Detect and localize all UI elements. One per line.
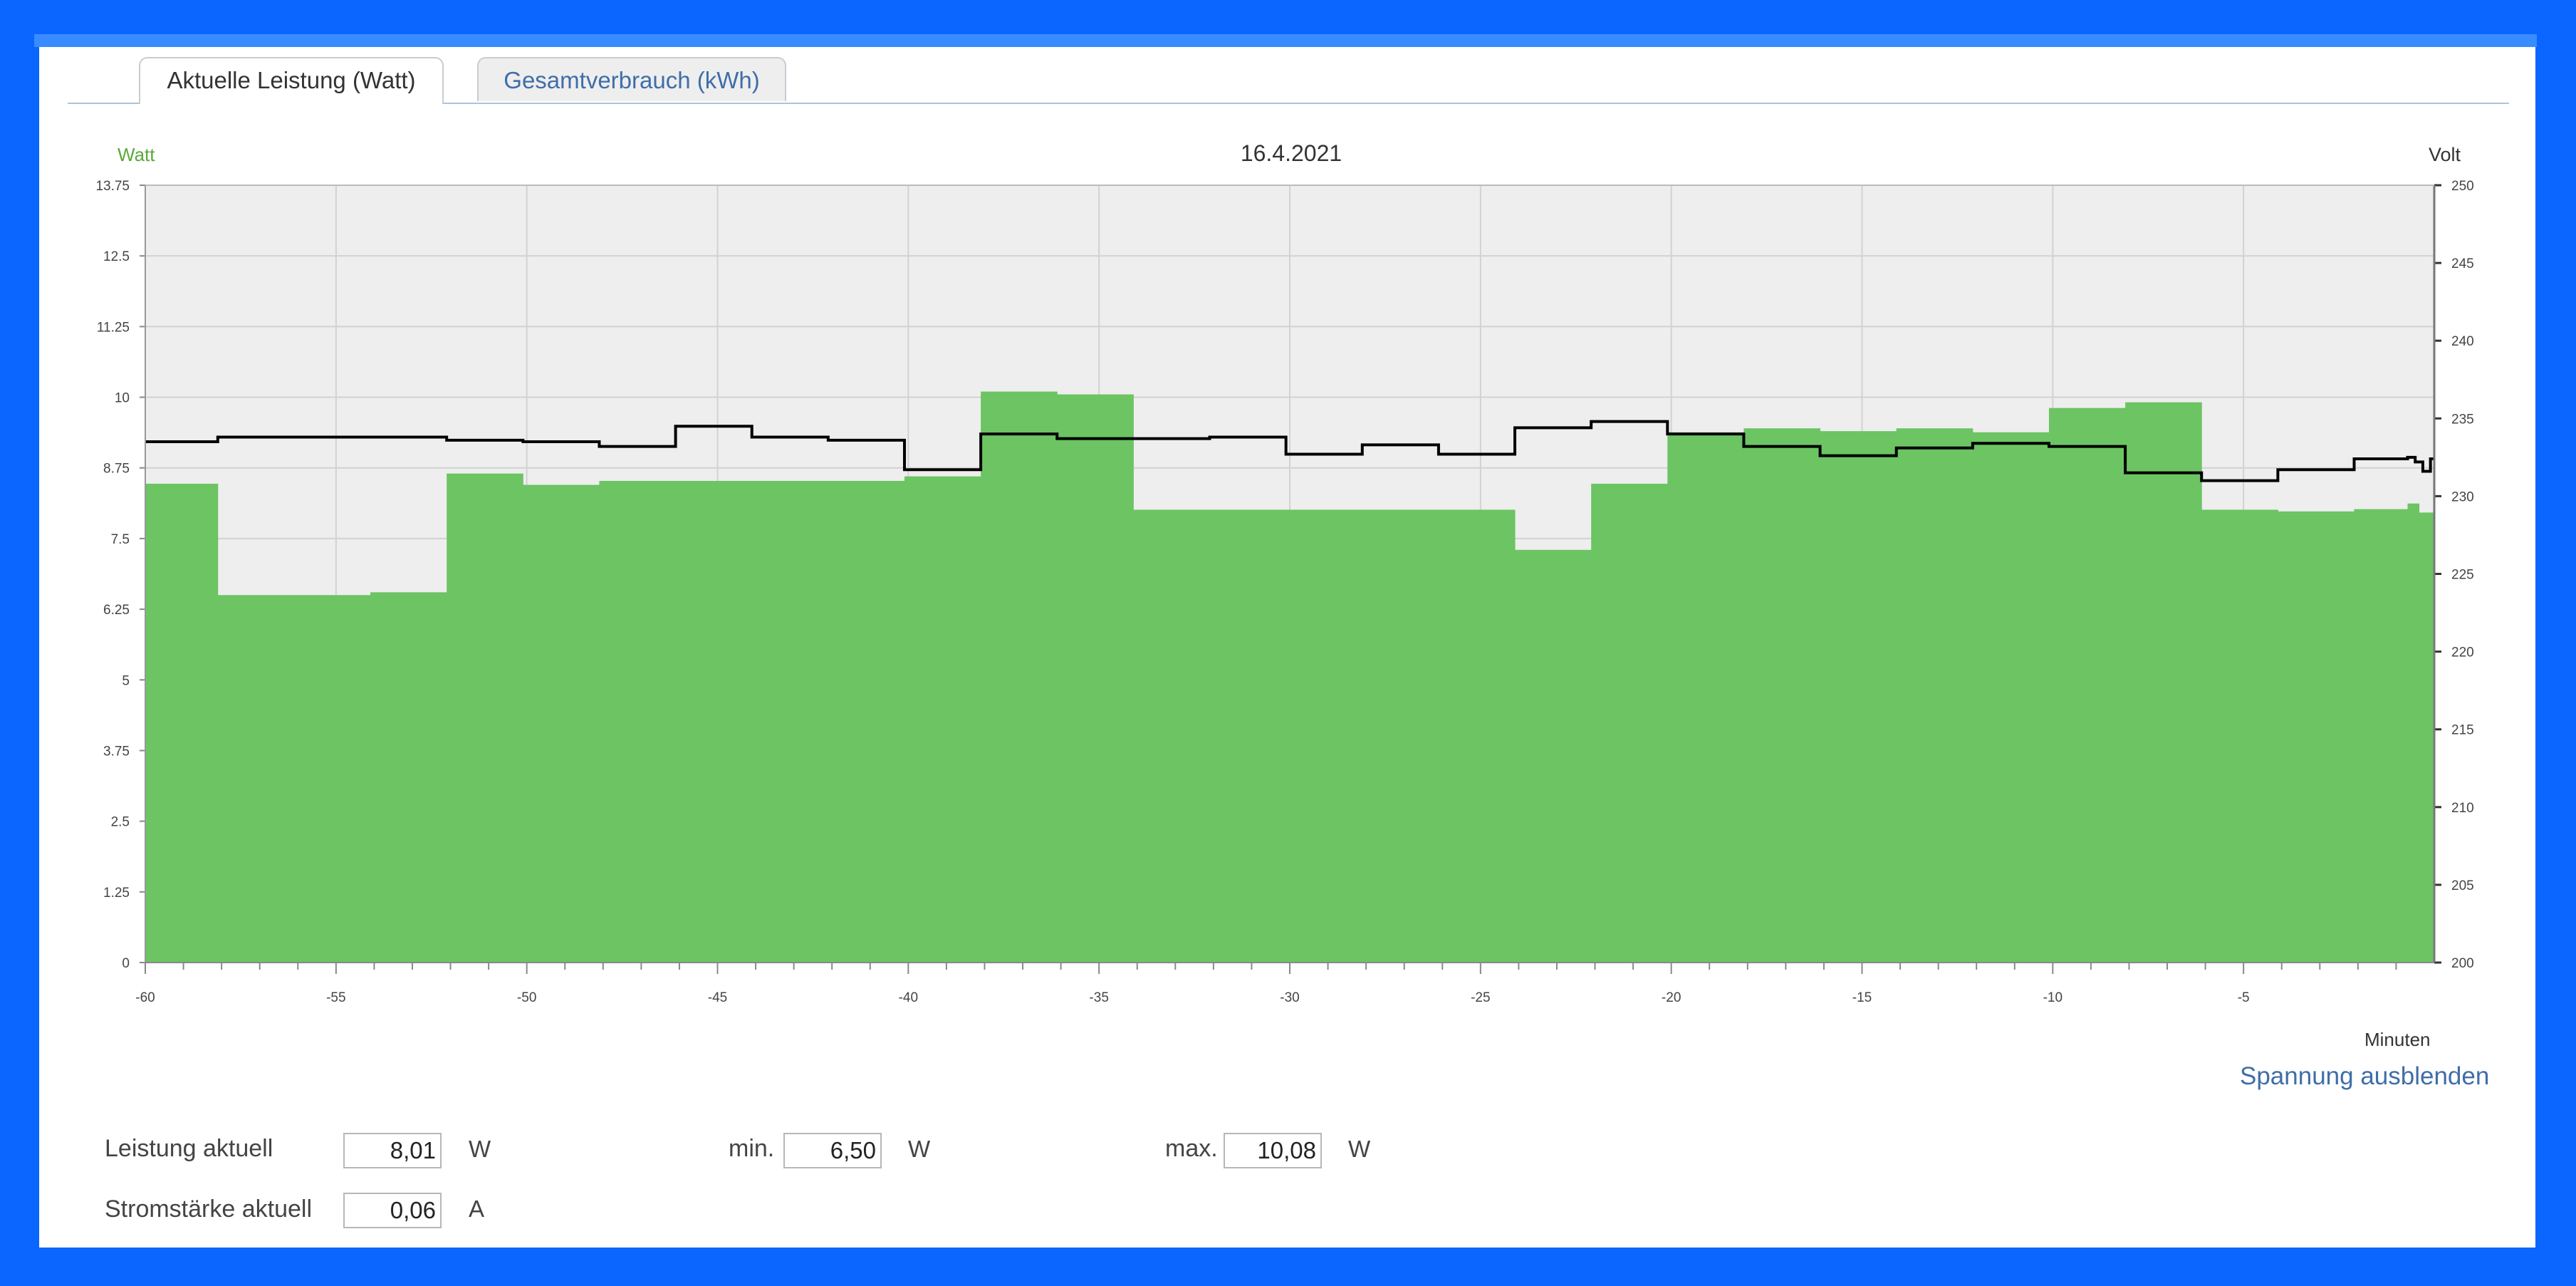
power-bar bbox=[2419, 512, 2435, 963]
y-tick-label-left: 1.25 bbox=[103, 886, 130, 901]
power-bar bbox=[1972, 432, 2050, 963]
power-min-field[interactable]: 6,50 bbox=[783, 1133, 882, 1168]
x-tick-label: -60 bbox=[135, 990, 155, 1005]
y-tick-label-right: 235 bbox=[2451, 412, 2474, 427]
power-bar bbox=[1896, 428, 1973, 963]
power-bar bbox=[2407, 503, 2420, 963]
x-tick-label: -25 bbox=[1471, 990, 1490, 1005]
power-bar bbox=[1820, 431, 1897, 963]
x-tick-label: -40 bbox=[899, 990, 918, 1005]
y-tick-label-right: 220 bbox=[2451, 645, 2474, 660]
power-bar bbox=[2048, 408, 2126, 963]
y-axis-right-label: Volt bbox=[2429, 144, 2461, 165]
power-bar bbox=[2278, 511, 2355, 963]
x-tick-label: -15 bbox=[1852, 990, 1872, 1005]
current-amps-label: Stromstärke aktuell bbox=[105, 1196, 312, 1223]
y-tick-label-left: 11.25 bbox=[97, 320, 130, 335]
hide-voltage-link[interactable]: Spannung ausblenden bbox=[2240, 1062, 2490, 1090]
y-tick-label-right: 245 bbox=[2451, 256, 2474, 271]
power-bar bbox=[1515, 549, 1592, 963]
power-current-field[interactable]: 8,01 bbox=[343, 1133, 442, 1168]
current-amps-unit: A bbox=[469, 1196, 485, 1222]
power-bar bbox=[2354, 509, 2409, 963]
y-tick-label-left: 5 bbox=[122, 673, 130, 688]
power-current-unit: W bbox=[469, 1136, 491, 1162]
power-bar bbox=[1591, 483, 1668, 963]
x-axis-label: Minuten bbox=[2364, 1029, 2431, 1050]
power-bar bbox=[447, 473, 523, 963]
y-tick-label-left: 8.75 bbox=[103, 462, 130, 477]
power-area-layer bbox=[145, 391, 2435, 963]
y-tick-label-left: 2.5 bbox=[111, 815, 130, 830]
x-tick-label: -10 bbox=[2043, 990, 2063, 1005]
y-tick-label-right: 200 bbox=[2451, 956, 2474, 971]
y-tick-label-right: 225 bbox=[2451, 568, 2474, 583]
y-tick-label-left: 12.5 bbox=[103, 249, 130, 264]
x-tick-label: -30 bbox=[1280, 990, 1299, 1005]
y-axis-left-label: Watt bbox=[118, 144, 155, 165]
window-top-bar bbox=[34, 34, 2537, 47]
y-tick-label-right: 205 bbox=[2451, 878, 2474, 893]
x-tick-label: -50 bbox=[517, 990, 536, 1005]
y-tick-label-right: 215 bbox=[2451, 723, 2474, 738]
power-min-label: min. bbox=[729, 1135, 775, 1162]
power-bar bbox=[523, 484, 600, 963]
chart-title: 16.4.2021 bbox=[1241, 140, 1342, 166]
power-bar bbox=[145, 483, 219, 963]
y-tick-label-right: 230 bbox=[2451, 489, 2474, 504]
x-tick-label: -45 bbox=[708, 990, 727, 1005]
meter-panel: Aktuelle Leistung (Watt) Gesamtverbrauch… bbox=[39, 47, 2535, 1248]
tab-current-power[interactable]: Aktuelle Leistung (Watt) bbox=[139, 57, 444, 104]
power-bar bbox=[370, 592, 447, 963]
x-tick-label: -5 bbox=[2238, 990, 2250, 1005]
y-tick-label-left: 6.25 bbox=[103, 603, 130, 618]
axes: 0 1.25 2.5 3.75 5 6.25 7.5 8.75 10 11.25 12.5 13.75… bbox=[95, 179, 2473, 1005]
y-tick-label-left: 0 bbox=[122, 956, 130, 971]
power-bar bbox=[1133, 509, 1516, 963]
power-bar bbox=[1743, 428, 1821, 963]
y-tick-label-right: 210 bbox=[2451, 801, 2474, 816]
power-bar bbox=[1057, 394, 1134, 963]
power-min-unit: W bbox=[908, 1136, 931, 1162]
x-tick-label: -55 bbox=[326, 990, 345, 1005]
power-bar bbox=[2201, 509, 2278, 963]
current-amps-field[interactable]: 0,06 bbox=[343, 1193, 442, 1228]
power-bar bbox=[904, 476, 981, 963]
x-tick-label: -20 bbox=[1662, 990, 1681, 1005]
tab-total-consumption[interactable]: Gesamtverbrauch (kWh) bbox=[477, 57, 786, 101]
power-voltage-chart: 0 1.25 2.5 3.75 5 6.25 7.5 8.75 10 11.25 12.5 13.75… bbox=[95, 140, 2473, 1050]
power-max-label: max. bbox=[1165, 1135, 1218, 1162]
power-bar bbox=[981, 391, 1058, 963]
power-bar bbox=[2125, 402, 2202, 963]
voltage-line bbox=[145, 420, 2434, 482]
power-max-unit: W bbox=[1348, 1136, 1371, 1162]
voltage-line-layer bbox=[145, 420, 2434, 482]
y-tick-label-left: 13.75 bbox=[95, 179, 130, 194]
x-tick-label: -35 bbox=[1089, 990, 1108, 1005]
power-current-label: Leistung aktuell bbox=[105, 1135, 273, 1162]
power-bar bbox=[599, 480, 905, 963]
y-tick-label-left: 10 bbox=[115, 391, 130, 406]
y-tick-label-right: 240 bbox=[2451, 334, 2474, 349]
power-bar bbox=[217, 595, 371, 963]
power-bar bbox=[1667, 432, 1744, 963]
power-max-field[interactable]: 10,08 bbox=[1224, 1133, 1322, 1168]
y-tick-label-left: 7.5 bbox=[111, 532, 130, 547]
tab-divider bbox=[68, 103, 2509, 104]
y-tick-label-left: 3.75 bbox=[103, 744, 130, 759]
y-tick-label-right: 250 bbox=[2451, 179, 2474, 194]
